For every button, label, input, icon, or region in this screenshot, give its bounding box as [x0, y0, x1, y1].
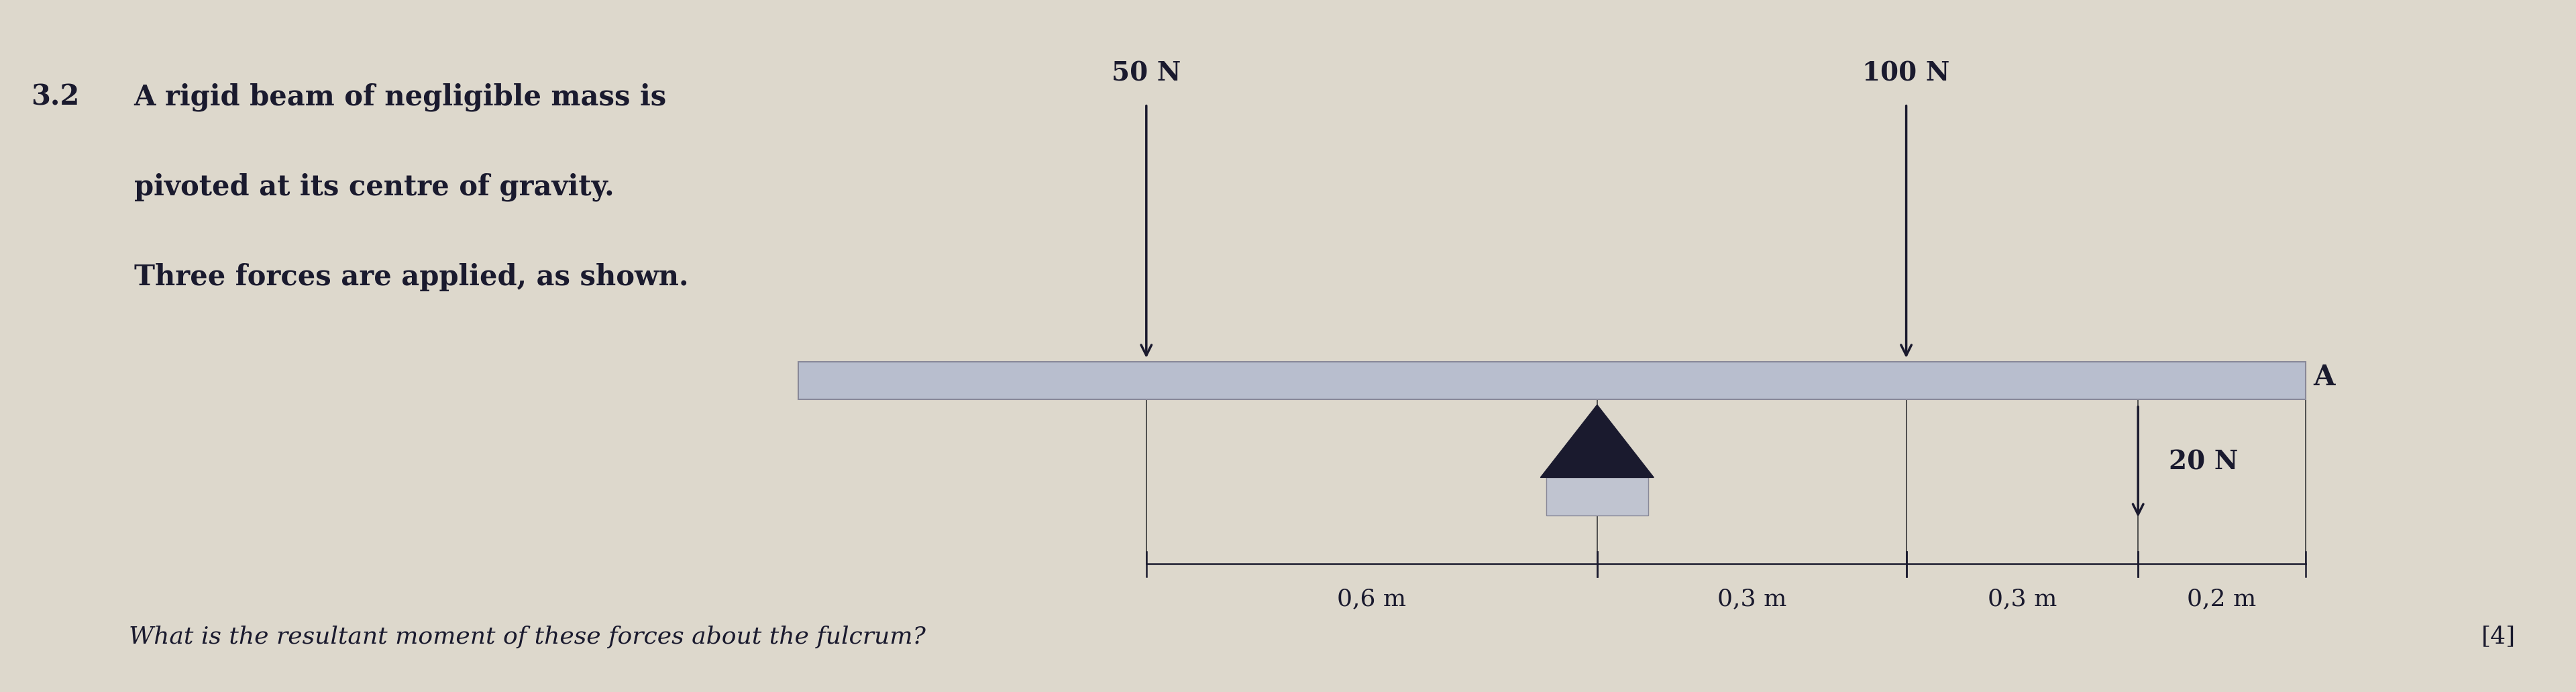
Bar: [1546, 477, 1649, 516]
Text: 0,6 m: 0,6 m: [1337, 588, 1406, 610]
Text: 3.2: 3.2: [31, 83, 80, 111]
Text: A: A: [2313, 363, 2334, 391]
Text: 0,3 m: 0,3 m: [1718, 588, 1785, 610]
Text: pivoted at its centre of gravity.: pivoted at its centre of gravity.: [134, 173, 613, 201]
Text: 100 N: 100 N: [1862, 61, 1950, 86]
Text: [4]: [4]: [2481, 626, 2517, 648]
Text: 0,2 m: 0,2 m: [2187, 588, 2257, 610]
Bar: [799, 361, 2306, 400]
Text: 0,3 m: 0,3 m: [1989, 588, 2056, 610]
Text: A rigid beam of negligible mass is: A rigid beam of negligible mass is: [134, 83, 667, 111]
Text: Three forces are applied, as shown.: Three forces are applied, as shown.: [134, 263, 688, 291]
Polygon shape: [1540, 405, 1654, 477]
Text: 20 N: 20 N: [2169, 449, 2239, 475]
Text: What is the resultant moment of these forces about the fulcrum?: What is the resultant moment of these fo…: [129, 626, 925, 648]
Text: 50 N: 50 N: [1113, 61, 1180, 86]
